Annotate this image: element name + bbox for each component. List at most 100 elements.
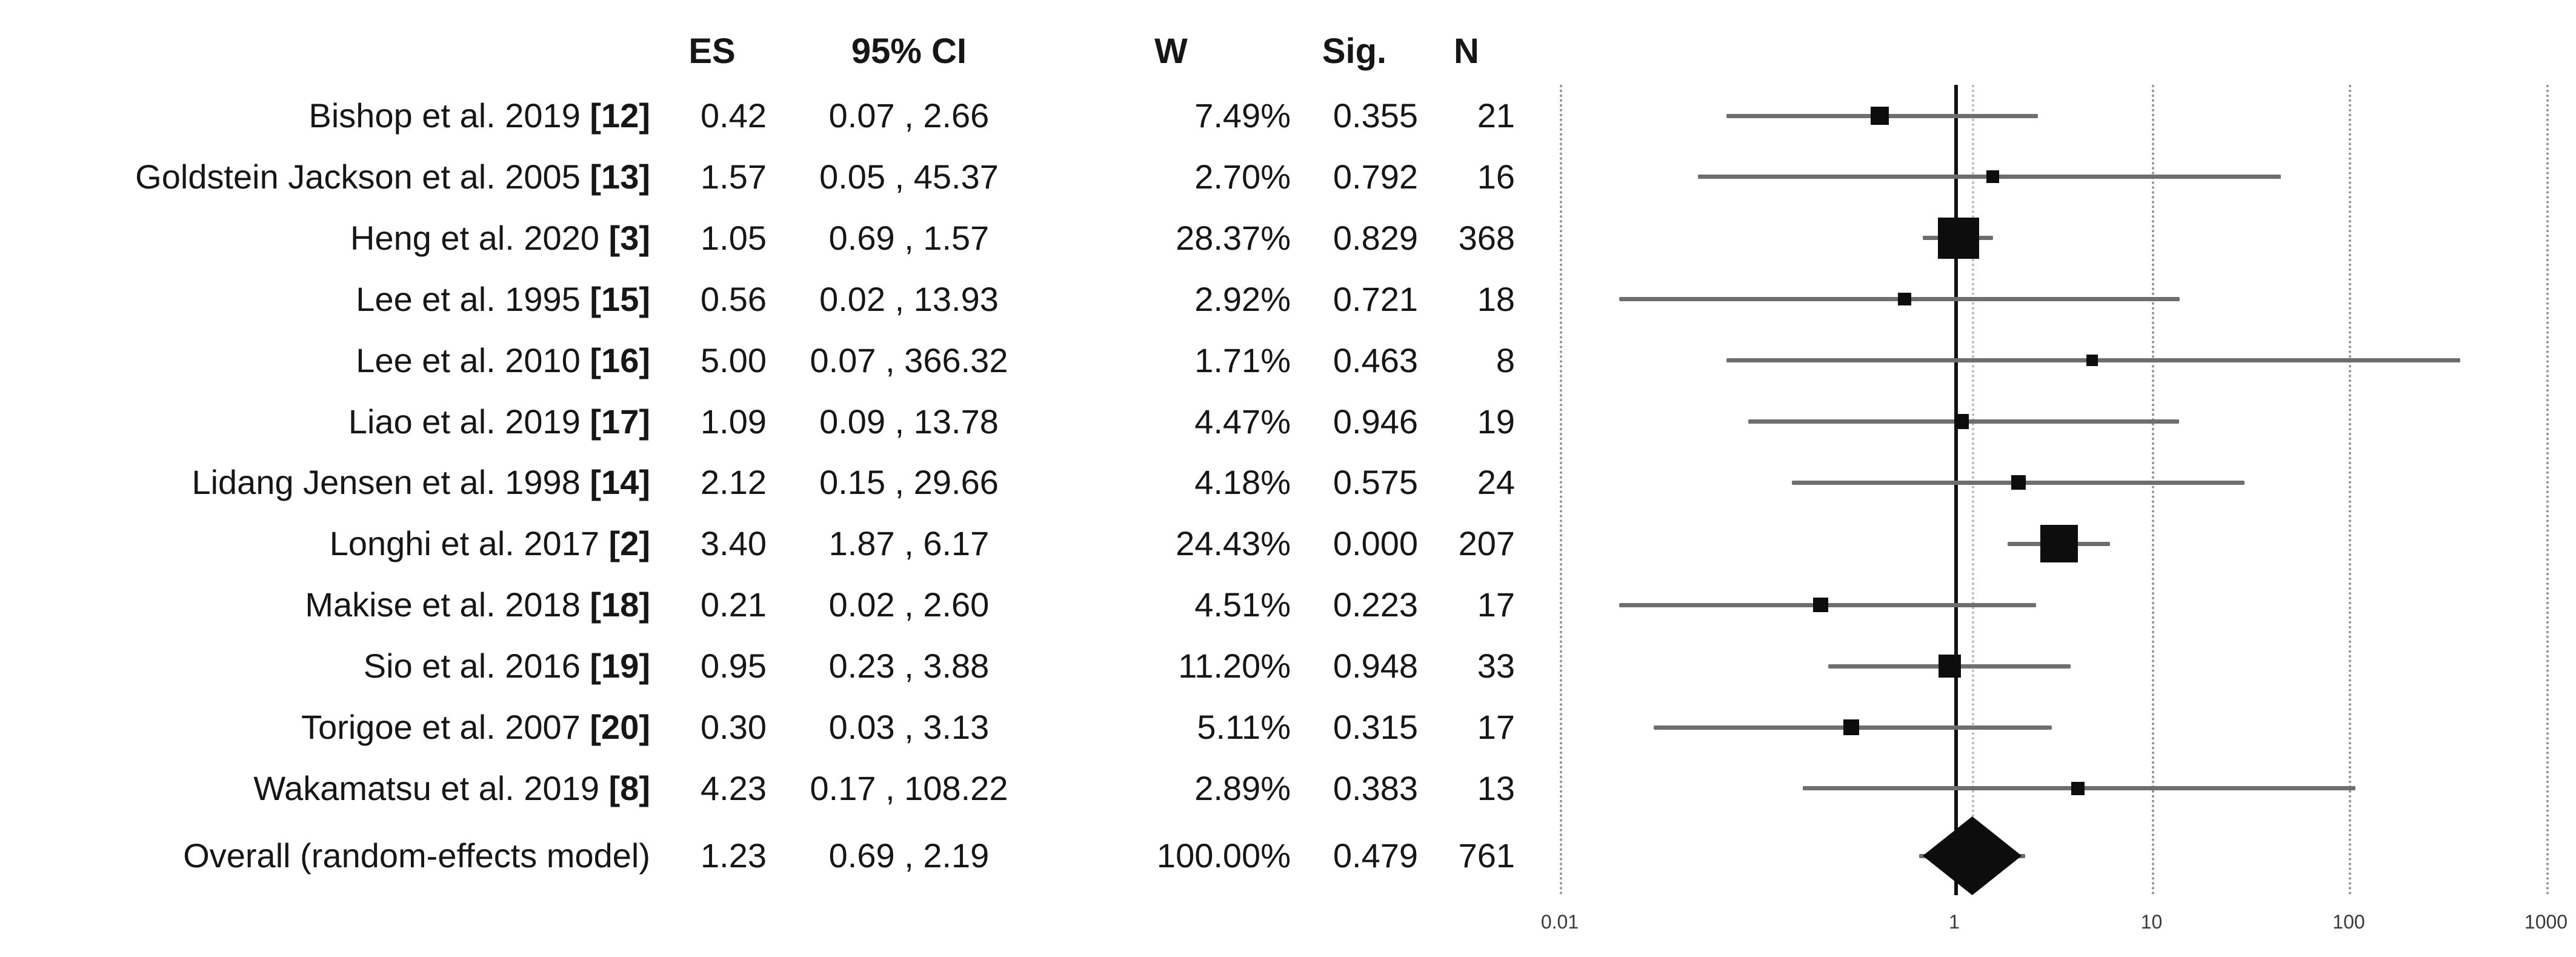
sample-size-cell: 21	[1477, 96, 1515, 135]
significance-cell: 0.721	[1333, 279, 1418, 318]
study-name-cell: Torigoe et al. 2007 [20]	[0, 697, 657, 758]
table-row: Torigoe et al. 2007 [20] 0.30 0.03 , 3.1…	[0, 697, 1527, 758]
confidence-interval-cell: 0.15 , 29.66	[819, 463, 999, 502]
weight-cell: 1.71%	[1194, 341, 1291, 379]
significance-cell: 0.575	[1333, 463, 1418, 502]
study-name-cell: Lee et al. 2010 [16]	[0, 330, 657, 391]
table-row: Lee et al. 1995 [15] 0.56 0.02 , 13.93 2…	[0, 269, 1527, 330]
axis-tick-label: 1	[1949, 911, 1960, 933]
study-reference: [18]	[590, 585, 650, 624]
significance-cell: 0.829	[1333, 218, 1418, 257]
sample-size-cell: 18	[1477, 279, 1515, 318]
sample-size-cell: 207	[1458, 524, 1515, 563]
sample-size-cell: 16	[1477, 157, 1515, 196]
study-reference: [12]	[590, 96, 650, 135]
study-name-cell: Heng et al. 2020 [3]	[0, 208, 657, 268]
study-reference: [19]	[590, 647, 650, 685]
effect-size-cell: 0.42	[701, 96, 767, 135]
study-name: Wakamatsu et al. 2019	[253, 769, 599, 807]
study-name: Makise et al. 2018	[305, 585, 581, 624]
significance-cell: 0.792	[1333, 157, 1418, 196]
table-row: Wakamatsu et al. 2019 [8] 4.23 0.17 , 10…	[0, 758, 1527, 819]
effect-size-cell: 1.09	[701, 402, 767, 441]
weight-cell: 100.00%	[1156, 836, 1291, 875]
study-name: Torigoe et al. 2007	[301, 708, 581, 746]
weight-cell: 11.20%	[1178, 647, 1291, 685]
table-row: Overall (random-effects model) 1.23 0.69…	[0, 825, 1527, 886]
weight-cell: 2.89%	[1194, 769, 1291, 807]
confidence-interval-cell: 0.09 , 13.78	[819, 402, 999, 441]
study-reference: [3]	[608, 218, 650, 257]
study-reference: [15]	[590, 279, 650, 318]
effect-size-cell: 3.40	[701, 524, 767, 563]
table-row: Lee et al. 2010 [16] 5.00 0.07 , 366.32 …	[0, 330, 1527, 391]
confidence-interval-cell: 0.69 , 1.57	[828, 218, 990, 257]
effect-size-cell: 1.05	[701, 218, 767, 257]
axis-tick-label: 0.01	[1540, 911, 1579, 933]
sample-size-cell: 13	[1477, 769, 1515, 807]
study-name: Liao et al. 2019	[348, 402, 581, 441]
table-row: Liao et al. 2019 [17] 1.09 0.09 , 13.78 …	[0, 392, 1527, 452]
significance-cell: 0.355	[1333, 96, 1418, 135]
sample-size-cell: 19	[1477, 402, 1515, 441]
effect-size-cell: 2.12	[701, 463, 767, 502]
sample-size-cell: 761	[1458, 836, 1515, 875]
effect-size-cell: 1.23	[701, 836, 767, 875]
sample-size-cell: 17	[1477, 585, 1515, 624]
sample-size-cell: 17	[1477, 708, 1515, 746]
sample-size-cell: 33	[1477, 647, 1515, 685]
effect-size-cell: 5.00	[701, 341, 767, 379]
effect-size-marker	[1986, 170, 2000, 184]
study-reference: [13]	[590, 157, 650, 196]
effect-size-marker	[1871, 106, 1889, 125]
column-header-weight: W	[1154, 32, 1188, 71]
significance-cell: 0.479	[1333, 836, 1418, 875]
table-row: Lidang Jensen et al. 1998 [14] 2.12 0.15…	[0, 452, 1527, 513]
study-name: Sio et al. 2016	[363, 647, 581, 685]
study-name: Lee et al. 1995	[356, 279, 581, 318]
study-name-cell: Sio et al. 2016 [19]	[0, 636, 657, 696]
study-name-cell: Longhi et al. 2017 [2]	[0, 513, 657, 574]
effect-size-cell: 0.30	[701, 708, 767, 746]
study-reference: [2]	[608, 524, 650, 563]
effect-size-marker	[1898, 292, 1911, 306]
sample-size-cell: 368	[1458, 218, 1515, 257]
table-row: Makise et al. 2018 [18] 0.21 0.02 , 2.60…	[0, 575, 1527, 635]
study-name: Longhi et al. 2017	[329, 524, 599, 563]
table-row: Heng et al. 2020 [3] 1.05 0.69 , 1.57 28…	[0, 208, 1527, 268]
study-name-cell: Overall (random-effects model)	[0, 825, 657, 886]
overall-diamond	[1922, 816, 2022, 895]
study-reference: [20]	[590, 708, 650, 746]
weight-cell: 2.70%	[1194, 157, 1291, 196]
gridline	[2546, 85, 2549, 895]
study-name-cell: Bishop et al. 2019 [12]	[0, 85, 657, 146]
study-name: Lee et al. 2010	[356, 341, 581, 379]
study-name: Lidang Jensen et al. 1998	[191, 463, 581, 502]
axis-tick-label: 10	[2140, 911, 2163, 933]
weight-cell: 4.18%	[1194, 463, 1291, 502]
confidence-interval-cell: 0.07 , 2.66	[828, 96, 990, 135]
effect-size-marker	[2071, 782, 2085, 795]
column-header-sig: Sig.	[1322, 32, 1387, 71]
study-name: Bishop et al. 2019	[308, 96, 581, 135]
effect-size-marker	[2086, 354, 2098, 367]
column-header-es: ES	[688, 32, 736, 71]
sample-size-cell: 8	[1496, 341, 1515, 379]
significance-cell: 0.948	[1333, 647, 1418, 685]
study-reference: [14]	[590, 463, 650, 502]
study-name-cell: Lidang Jensen et al. 1998 [14]	[0, 452, 657, 513]
table-header-row: ES 95% CI W Sig. N	[0, 21, 1527, 82]
table-row: Sio et al. 2016 [19] 0.95 0.23 , 3.88 11…	[0, 636, 1527, 696]
table-row: Goldstein Jackson et al. 2005 [13] 1.57 …	[0, 147, 1527, 207]
effect-size-cell: 1.57	[701, 157, 767, 196]
confidence-interval-cell: 0.23 , 3.88	[828, 647, 990, 685]
significance-cell: 0.223	[1333, 585, 1418, 624]
study-reference: [8]	[608, 769, 650, 807]
gridline	[1560, 85, 1562, 895]
effect-size-marker	[2040, 525, 2078, 563]
weight-cell: 2.92%	[1194, 279, 1291, 318]
effect-size-cell: 0.21	[701, 585, 767, 624]
study-name-cell: Makise et al. 2018 [18]	[0, 575, 657, 635]
confidence-interval-cell: 0.02 , 13.93	[819, 279, 999, 318]
